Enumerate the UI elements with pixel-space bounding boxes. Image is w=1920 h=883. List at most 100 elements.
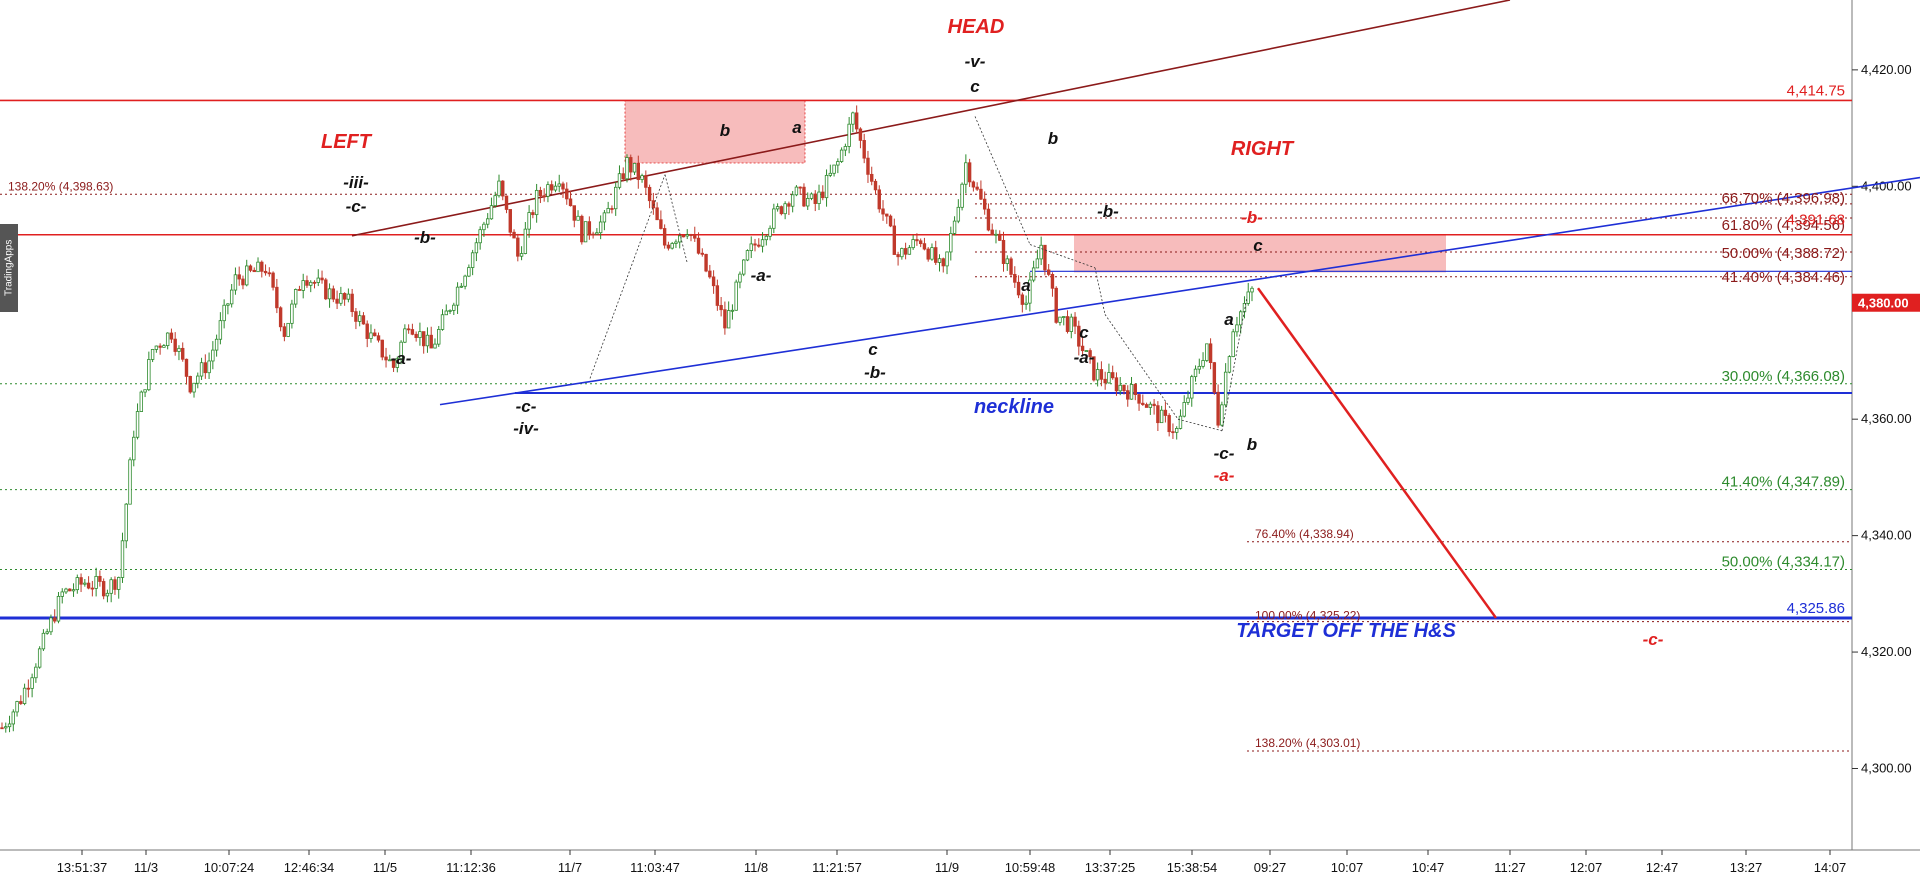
candle-body — [218, 320, 223, 340]
supply-zone — [624, 100, 806, 164]
candle-body — [1107, 372, 1111, 384]
candle-body — [275, 286, 279, 309]
candle-body — [621, 173, 625, 180]
candle-body — [41, 632, 46, 650]
candle-body — [794, 186, 799, 196]
candle-body — [1013, 273, 1017, 283]
candle-body — [858, 128, 863, 141]
candle-body — [60, 591, 64, 597]
candle-body — [595, 232, 599, 235]
candle-body — [357, 315, 362, 322]
candle-body — [1065, 316, 1070, 332]
candle-body — [1126, 390, 1130, 400]
candle-body — [1118, 384, 1122, 392]
candle-body — [203, 362, 208, 374]
candle-body — [1186, 397, 1190, 403]
wave-label: -v- — [965, 52, 986, 71]
candle-body — [568, 198, 573, 207]
candle-body — [414, 333, 418, 338]
candle-body — [926, 248, 930, 260]
candle-body — [651, 200, 656, 209]
candle-body — [71, 589, 76, 592]
x-tick-label: 11/9 — [935, 860, 959, 875]
fib-level-label: 50.00% (4,334.17) — [1722, 554, 1845, 571]
candle-body — [998, 233, 1002, 241]
fib-level-label: 30.00% (4,366.08) — [1722, 368, 1845, 385]
wave-label: -b- — [864, 363, 886, 382]
candle-body — [614, 186, 618, 210]
candle-body — [229, 289, 234, 305]
candle-body — [1227, 356, 1232, 373]
candle-body — [418, 331, 422, 338]
candle-body — [256, 261, 260, 273]
candle-body — [689, 234, 693, 237]
candle-body — [896, 254, 900, 258]
candle-body — [949, 233, 953, 253]
candle-body — [907, 247, 912, 255]
candle-body — [587, 221, 592, 235]
fib-level-label: 50.00% (4,388.72) — [1722, 245, 1845, 262]
candle-body — [252, 269, 256, 273]
candle-body — [629, 157, 633, 173]
candle-body — [580, 215, 584, 243]
candle-body — [1114, 377, 1119, 392]
candle-body — [557, 183, 561, 187]
candle-body — [493, 195, 497, 207]
candle-body — [527, 212, 531, 230]
x-tick-label: 14:07 — [1814, 860, 1847, 875]
x-tick-label: 09:27 — [1254, 860, 1287, 875]
candle-body — [444, 310, 448, 316]
candle-body — [617, 173, 622, 188]
wave-label: -c- — [1214, 444, 1235, 463]
candle-body — [693, 235, 697, 239]
candle-body — [440, 314, 445, 330]
candle-body — [452, 304, 456, 311]
candle-body — [1156, 405, 1160, 424]
candle-body — [885, 213, 889, 217]
candle-body — [192, 382, 196, 393]
candle-body — [1099, 369, 1104, 380]
candle-body — [293, 289, 298, 305]
candle-body — [211, 349, 215, 362]
candle-body — [222, 304, 226, 322]
candle-body — [1009, 258, 1013, 275]
candle-body — [316, 277, 320, 283]
candle-body — [1069, 316, 1073, 332]
candle-body — [967, 162, 972, 183]
candle-body — [260, 261, 264, 272]
wave-label: b — [1048, 129, 1058, 148]
candle-body — [1031, 267, 1036, 281]
candle-body — [207, 360, 211, 374]
wave-label: -iv- — [513, 419, 539, 438]
x-tick-label: 10:59:48 — [1005, 860, 1056, 875]
candle-body — [388, 359, 392, 362]
candle-body — [504, 195, 509, 210]
candle-body — [433, 343, 437, 349]
candle-body — [154, 345, 159, 350]
candle-body — [994, 233, 998, 236]
candle-body — [1005, 258, 1009, 264]
candle-body — [305, 280, 309, 286]
sidebar-tab[interactable]: TradingApps — [0, 224, 18, 312]
candle-body — [538, 189, 543, 197]
candle-body — [726, 310, 731, 329]
candle-body — [150, 349, 155, 360]
candle-body — [497, 180, 501, 197]
candle-body — [26, 687, 31, 690]
candle-body — [625, 157, 629, 180]
candle-body — [918, 240, 923, 245]
candle-body — [49, 617, 53, 633]
candle-body — [572, 205, 576, 221]
candle-body — [666, 244, 671, 249]
candle-body — [173, 338, 177, 352]
candle-body — [598, 221, 603, 234]
candle-body — [636, 162, 640, 180]
candle-body — [632, 162, 637, 173]
x-tick-label: 11/8 — [744, 860, 768, 875]
candle-body — [1223, 371, 1228, 406]
candle-body — [86, 582, 91, 589]
candle-body — [1001, 239, 1006, 264]
candle-body — [1144, 404, 1149, 408]
candle-body — [591, 233, 595, 236]
